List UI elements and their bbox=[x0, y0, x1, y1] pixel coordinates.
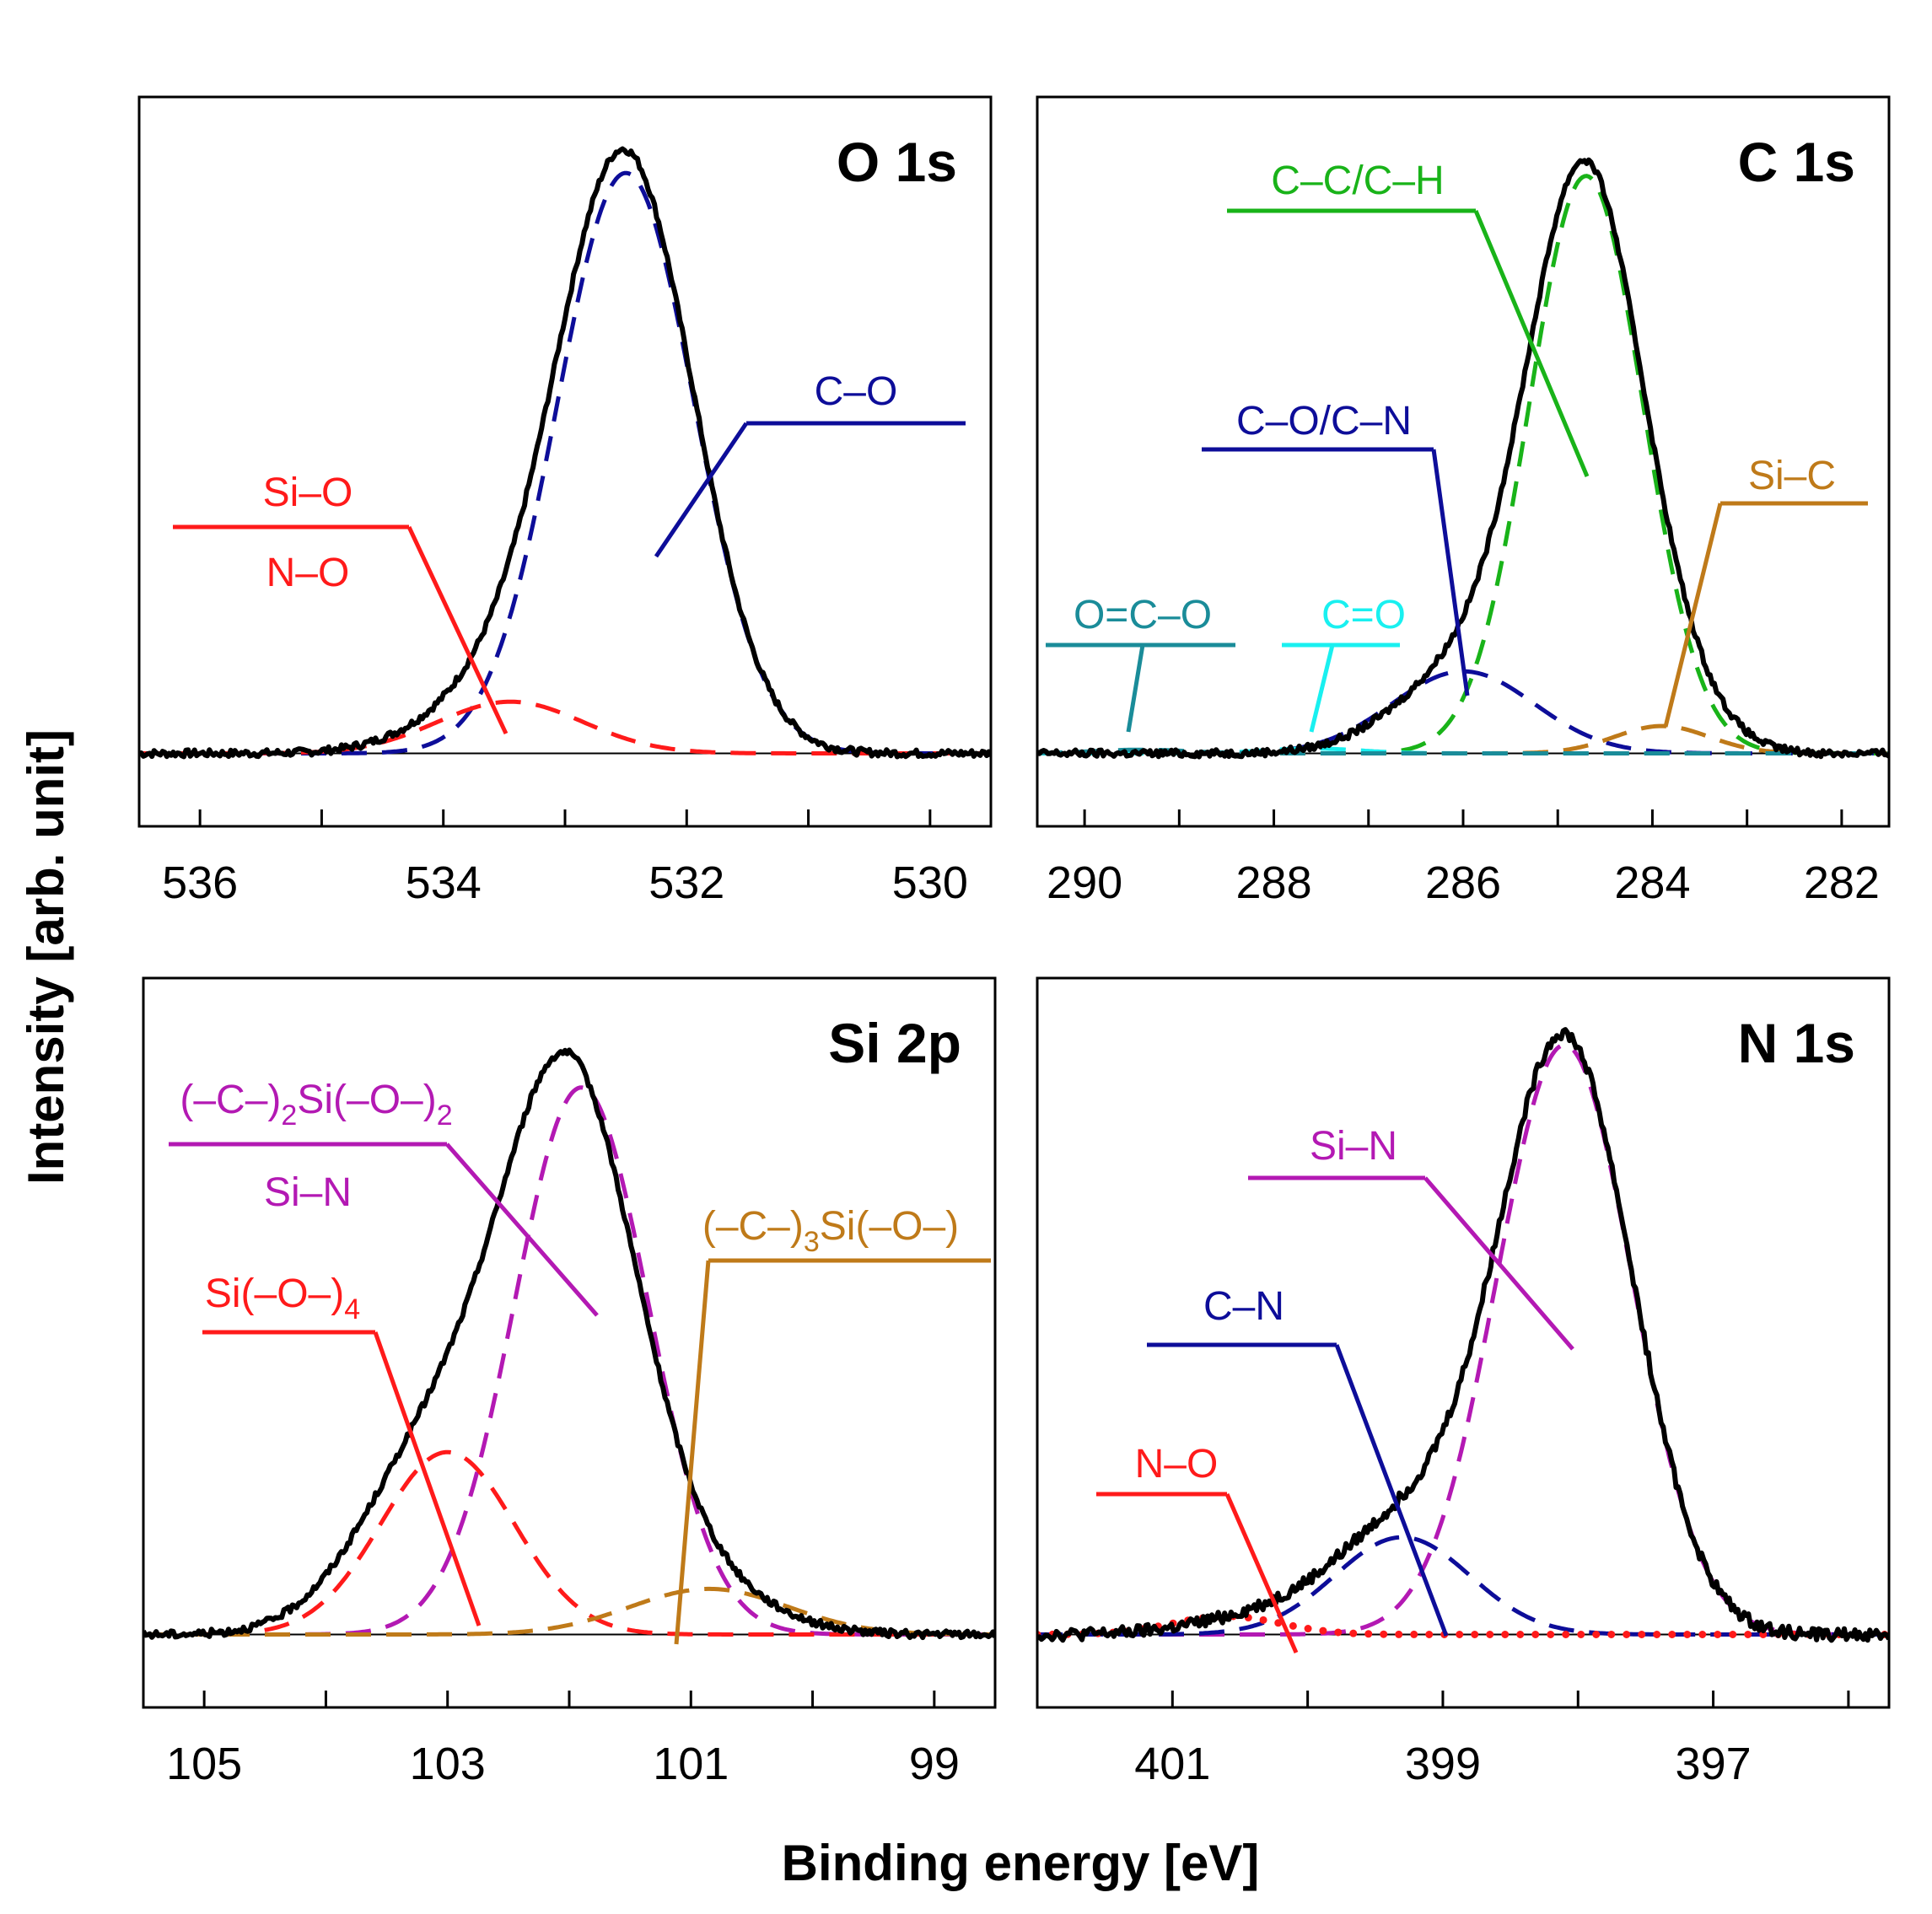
annotation-leader-line bbox=[1423, 1176, 1574, 1351]
annotation-leader-line bbox=[1224, 1493, 1299, 1653]
annotation-label: Si–N bbox=[264, 1170, 352, 1215]
x-tick-label: 284 bbox=[1614, 858, 1690, 908]
annotation-text: Si(–O–) bbox=[820, 1204, 959, 1249]
annotation-leader-line bbox=[406, 525, 509, 735]
annotation-label: N–O bbox=[1135, 1442, 1219, 1487]
panel-title: N 1s bbox=[1738, 1012, 1855, 1074]
annotation-label: Si(–O–)4 bbox=[205, 1272, 360, 1325]
annotation-text: (–C–) bbox=[180, 1078, 281, 1122]
component-curve-1 bbox=[143, 1449, 995, 1637]
x-tick-label: 290 bbox=[1047, 858, 1122, 908]
x-tick-label: 534 bbox=[406, 858, 482, 908]
annotation-leader-line bbox=[1663, 503, 1723, 728]
annotation-label: C=O bbox=[1321, 593, 1406, 637]
x-axis-title: Binding energy [eV] bbox=[782, 1835, 1260, 1891]
annotation-label: C–N bbox=[1203, 1284, 1284, 1329]
panel-n-1s: 401 399 397 N 1s Si–N C–N N–O bbox=[1036, 976, 1891, 1789]
annotation-label: Si–O bbox=[263, 470, 353, 515]
x-tick-label: 99 bbox=[909, 1739, 960, 1789]
annotation-label: C–C/C–H bbox=[1271, 159, 1444, 203]
component-curve-2 bbox=[1037, 1612, 1889, 1638]
component-curve-2 bbox=[143, 1586, 995, 1637]
component-curve-0 bbox=[1037, 1042, 1889, 1637]
component-curve-1 bbox=[1037, 1535, 1889, 1637]
annotation-label: Si–N bbox=[1310, 1124, 1397, 1169]
x-tick-label: 401 bbox=[1134, 1739, 1210, 1789]
component-curve-0 bbox=[139, 170, 991, 755]
x-tick-label: 397 bbox=[1676, 1739, 1752, 1789]
x-tick-label: 282 bbox=[1804, 858, 1880, 908]
annotation-text: Si(–O–) bbox=[297, 1078, 436, 1122]
panel-title: O 1s bbox=[837, 131, 957, 193]
annotation-leader-line bbox=[1309, 644, 1335, 733]
annotation-label: (–C–)3Si(–O–) bbox=[702, 1204, 959, 1258]
annotation-text: Si(–O–) bbox=[205, 1272, 344, 1316]
annotation-subscript: 3 bbox=[804, 1226, 820, 1258]
annotation-text: (–C–) bbox=[702, 1204, 804, 1249]
annotation-subscript: 2 bbox=[281, 1099, 297, 1132]
x-tick-label: 101 bbox=[653, 1739, 729, 1789]
x-tick-label: 536 bbox=[162, 858, 238, 908]
annotation-label: C–O bbox=[815, 369, 898, 414]
x-tick-label: 105 bbox=[166, 1739, 242, 1789]
component-curve-1 bbox=[139, 699, 991, 755]
annotation-label: N–O bbox=[266, 551, 350, 595]
panel-title: Si 2p bbox=[828, 1012, 961, 1074]
x-tick-label: 530 bbox=[892, 858, 968, 908]
panel-frame bbox=[137, 95, 993, 828]
annotation-leader-line bbox=[674, 1260, 711, 1645]
annotation-label: C–O/C–N bbox=[1236, 399, 1412, 444]
annotation-subscript: 2 bbox=[437, 1099, 453, 1132]
annotation-label: (–C–)2Si(–O–)2 bbox=[180, 1078, 452, 1132]
annotation-leader-line bbox=[1431, 449, 1470, 696]
annotation-label: Si–C bbox=[1748, 454, 1836, 498]
panel-o-1s: 536 534 532 530 O 1s Si–O N–O C–O bbox=[137, 95, 993, 908]
annotation-label: O=C–O bbox=[1074, 593, 1212, 637]
measured-spectrum bbox=[1037, 157, 1889, 760]
panel-frame bbox=[1036, 976, 1891, 1709]
annotation-leader-line bbox=[1334, 1344, 1449, 1637]
annotation-leader-line bbox=[1126, 644, 1145, 733]
y-axis-title: Intensity [arb. unit] bbox=[18, 729, 74, 1185]
x-tick-label: 286 bbox=[1425, 858, 1501, 908]
x-tick-label: 532 bbox=[648, 858, 724, 908]
measured-spectrum bbox=[143, 1047, 995, 1641]
panel-title: C 1s bbox=[1738, 131, 1855, 193]
annotation-leader-line bbox=[445, 1142, 599, 1317]
x-tick-label: 399 bbox=[1405, 1739, 1481, 1789]
annotation-leader-line bbox=[654, 422, 749, 558]
annotation-leader-line bbox=[373, 1331, 482, 1626]
annotation-subscript: 4 bbox=[344, 1293, 360, 1325]
x-tick-label: 103 bbox=[410, 1739, 486, 1789]
x-tick-label: 288 bbox=[1236, 858, 1312, 908]
measured-spectrum bbox=[139, 146, 991, 760]
measured-spectrum bbox=[1037, 1027, 1889, 1643]
panel-c-1s: 290 288 286 284 282 C 1s C–C/C–H C–O/C–N Si–C O=C… bbox=[1036, 95, 1891, 908]
annotation-leader-line bbox=[1473, 210, 1590, 477]
